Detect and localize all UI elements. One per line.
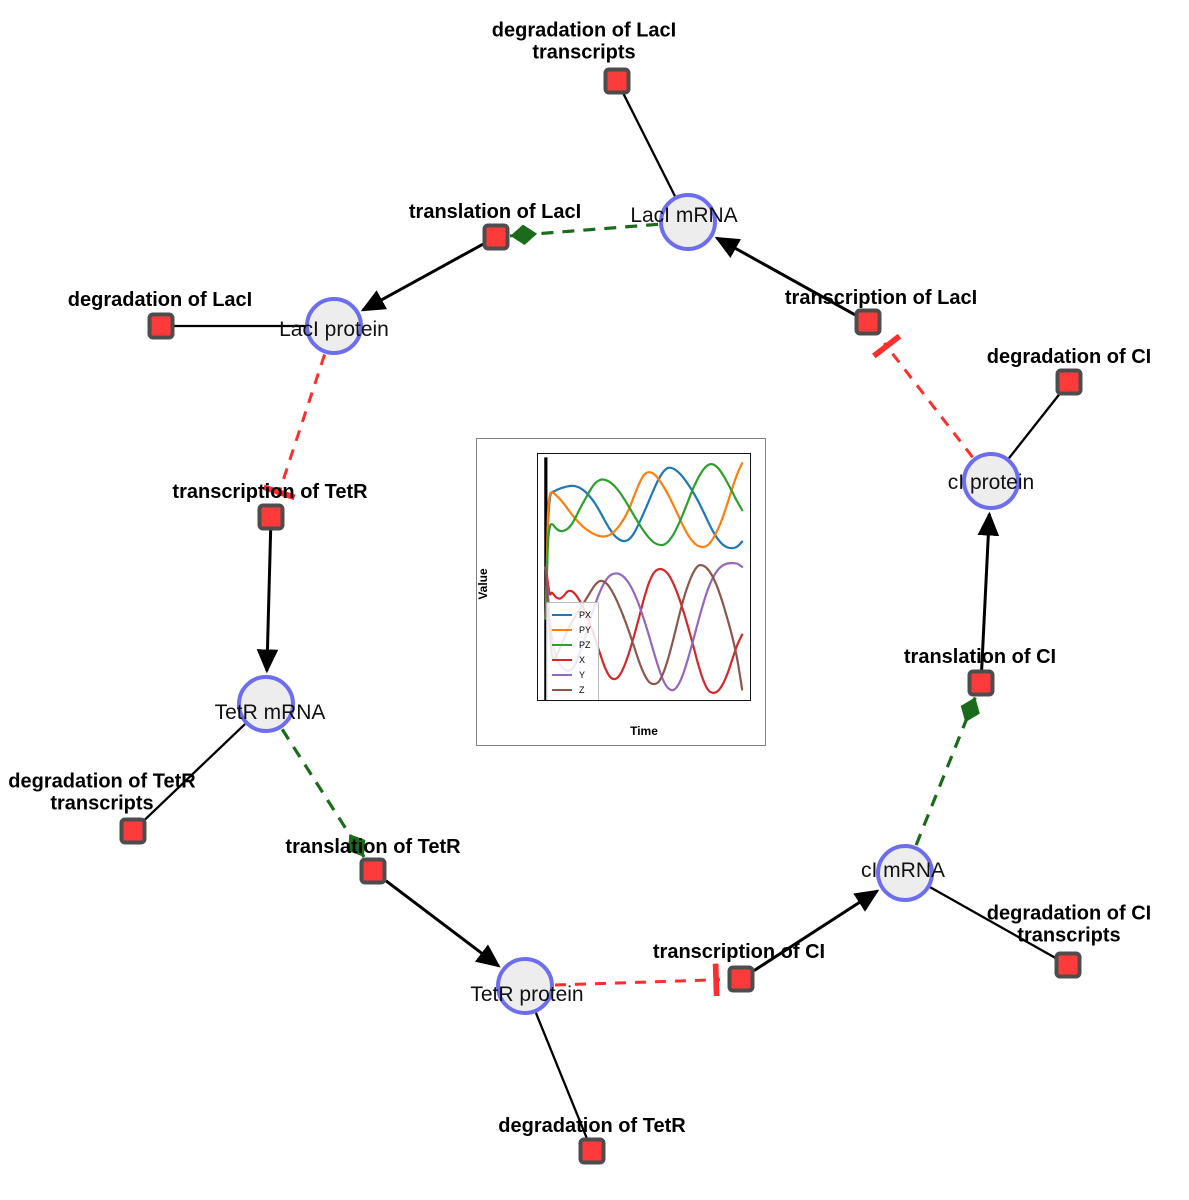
reaction-glyph-deg_tetr[interactable] — [578, 1137, 606, 1165]
legend-swatch-icon — [552, 643, 572, 646]
legend-item-PY: PY — [552, 622, 591, 637]
plot-xtick-mark — [693, 700, 694, 701]
legend-label: X — [579, 654, 586, 665]
species-glyph-laci_mrna[interactable] — [659, 193, 717, 251]
edge-production — [385, 879, 501, 968]
plot-series-X — [544, 566, 744, 694]
edge-catalysis — [914, 696, 980, 846]
plot-x-axis-label: Time — [630, 724, 658, 738]
edge-catalysis — [280, 728, 366, 858]
legend-item-X: X — [552, 652, 591, 667]
legend-item-PZ: PZ — [552, 637, 591, 652]
edge-production — [144, 723, 246, 821]
reaction-glyph-transcription_ci[interactable] — [727, 965, 755, 993]
plot-ytick-mark — [537, 480, 538, 481]
legend-label: PY — [579, 624, 592, 635]
plot-ytick-mark — [537, 645, 538, 646]
species-glyph-ci_protein[interactable] — [962, 452, 1020, 510]
reaction-glyph-transcription_tetr[interactable] — [257, 503, 285, 531]
legend-label: Y — [579, 669, 586, 680]
legend-swatch-icon — [552, 688, 572, 691]
reaction-glyph-deg_tetr_transcripts[interactable] — [119, 817, 147, 845]
plot-series-PX — [544, 466, 744, 620]
reaction-glyph-deg_ci_transcripts[interactable] — [1054, 951, 1082, 979]
reaction-glyph-deg_laci[interactable] — [147, 312, 175, 340]
edge-production — [256, 529, 279, 674]
reaction-glyph-deg_laci_transcripts[interactable] — [603, 67, 631, 95]
edge-production — [622, 92, 676, 197]
plot-series-PZ — [544, 463, 744, 620]
legend-item-Y: Y — [552, 667, 591, 682]
legend-item-PX: PX — [552, 607, 591, 622]
edge-production — [753, 889, 880, 972]
plot-ytick-mark — [537, 590, 538, 591]
reaction-glyph-translation_laci[interactable] — [482, 223, 510, 251]
edge-production — [360, 242, 484, 312]
edge-inhibition — [262, 354, 327, 501]
legend-swatch-icon — [552, 673, 572, 676]
reaction-glyph-transcription_laci[interactable] — [854, 308, 882, 336]
reaction-glyph-translation_tetr[interactable] — [359, 857, 387, 885]
legend-label: PX — [579, 609, 592, 620]
legend-swatch-icon — [552, 628, 572, 631]
plot-ytick-mark — [537, 535, 538, 536]
plot-xtick-mark — [644, 700, 645, 701]
species-glyph-laci_protein[interactable] — [305, 297, 363, 355]
plot-series-PY — [544, 461, 744, 620]
reaction-glyph-translation_ci[interactable] — [967, 669, 995, 697]
plot-legend: PX PY PZ X Y Z — [546, 602, 600, 700]
reaction-glyph-deg_ci[interactable] — [1055, 368, 1083, 396]
plot-series-area — [544, 457, 744, 700]
edge-production — [977, 511, 1000, 671]
legend-swatch-icon — [552, 613, 572, 616]
legend-label: PZ — [579, 639, 591, 650]
edge-catalysis — [509, 222, 659, 246]
legend-swatch-icon — [552, 658, 572, 661]
plot-y-axis-label: Value — [476, 568, 490, 600]
plot-xtick-mark — [546, 700, 547, 701]
species-glyph-tetr_mrna[interactable] — [237, 675, 295, 733]
legend-item-Z: Z — [552, 682, 591, 697]
plot-xtick-mark — [595, 700, 596, 701]
edge-inhibition — [872, 333, 974, 459]
simulation-plot-inset: Value 10⁻¹10⁰10¹10²10³ 050100150200 PXPY… — [476, 438, 766, 746]
edge-production — [534, 1012, 589, 1140]
plot-xtick-mark — [742, 700, 743, 701]
edge-production — [714, 236, 856, 317]
edge-production — [1008, 393, 1061, 459]
legend-label: Z — [579, 684, 585, 695]
edge-inhibition — [554, 963, 721, 997]
plot-ytick-mark — [537, 700, 538, 701]
species-glyph-tetr_protein[interactable] — [496, 957, 554, 1015]
edge-production — [929, 886, 1057, 960]
species-glyph-ci_mrna[interactable] — [876, 844, 934, 902]
